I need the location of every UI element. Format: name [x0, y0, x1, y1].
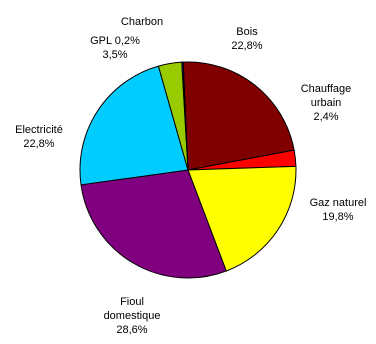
slice-gaz-naturel — [187, 165, 297, 272]
slice-bois — [182, 61, 295, 171]
label-gaz-naturel: Gaz naturel 19,8% — [310, 197, 367, 223]
label-bois: Bois 22,8% — [231, 26, 262, 52]
slice-charbon — [181, 61, 189, 171]
label-fioul-domestique: Fioul domestique 28,6% — [104, 296, 161, 336]
label-electricite: Electricité 22,8% — [15, 124, 63, 150]
label-gpl: GPL 0,2% 3,5% — [90, 35, 140, 61]
slice-fioul-domestique — [80, 169, 227, 279]
label-charbon: Charbon — [121, 16, 163, 28]
slice-electricite — [79, 65, 189, 186]
label-chauffage-urbain: Chauffage urbain 2,4% — [301, 83, 352, 123]
